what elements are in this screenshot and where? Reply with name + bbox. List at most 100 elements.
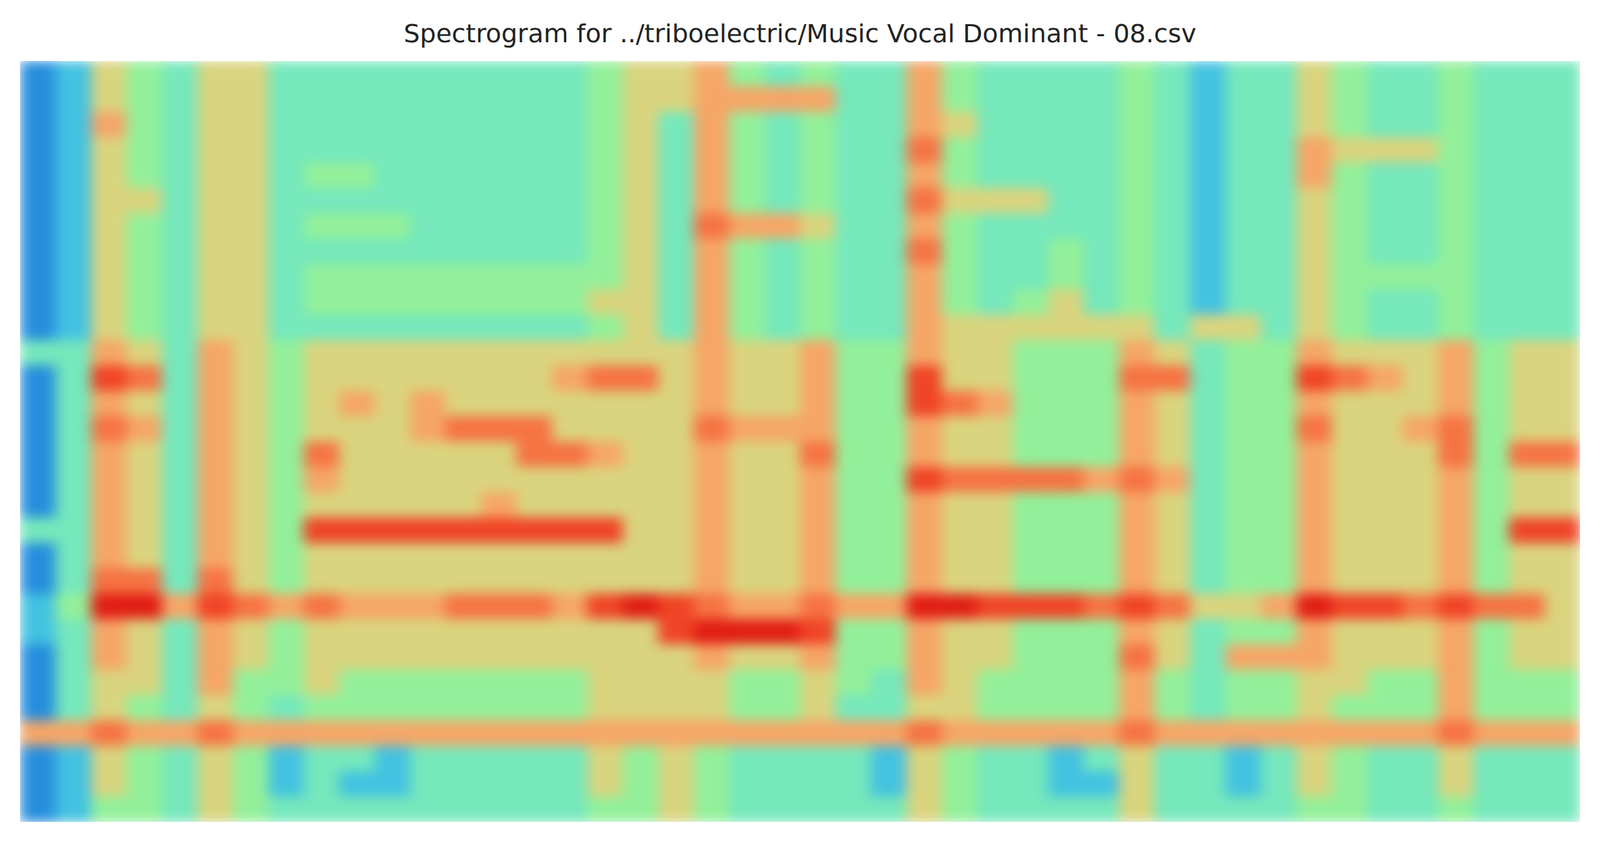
heatmap-cell [374, 390, 410, 416]
heatmap-cell [20, 86, 56, 113]
heatmap-cell [835, 619, 871, 645]
heatmap-cell [587, 86, 623, 113]
heatmap-cell [1190, 619, 1226, 645]
heatmap-cell [800, 568, 836, 594]
heatmap-cell [764, 263, 801, 290]
heatmap-cell [1508, 720, 1545, 746]
heatmap-cell [977, 542, 1013, 569]
heatmap-cell [161, 289, 198, 315]
heatmap-cell [693, 770, 730, 797]
heatmap-cell [1047, 415, 1084, 442]
heatmap-cell [516, 136, 553, 163]
heatmap-cell [516, 289, 553, 315]
heatmap-cell [409, 61, 446, 87]
heatmap-cell [800, 415, 836, 442]
heatmap-cell [552, 745, 588, 772]
heatmap-cell [1047, 745, 1084, 772]
heatmap-cell [1544, 796, 1580, 822]
heatmap-cell [1190, 136, 1226, 163]
heatmap-cell [126, 745, 163, 772]
heatmap-cell [800, 669, 836, 696]
heatmap-cell [1544, 365, 1580, 392]
heatmap-cell [1225, 238, 1262, 265]
heatmap-cell [197, 314, 233, 341]
heatmap-cell [1296, 517, 1332, 543]
heatmap-cell [1402, 770, 1439, 797]
heatmap-cell [481, 187, 517, 214]
heatmap-cell [1438, 112, 1474, 138]
heatmap-cell [1083, 61, 1119, 87]
heatmap-cell [693, 720, 730, 746]
heatmap-cell [800, 619, 836, 645]
heatmap-cell [1367, 796, 1403, 822]
heatmap-cell [1438, 441, 1474, 467]
heatmap-cell [658, 770, 694, 797]
heatmap-cell [1225, 365, 1262, 392]
heatmap-cell [1118, 415, 1155, 442]
heatmap-cell [516, 340, 553, 366]
heatmap-cell [339, 340, 376, 366]
heatmap-cell [445, 61, 482, 87]
heatmap-cell [1154, 289, 1191, 315]
heatmap-cell [587, 745, 623, 772]
heatmap-cell [339, 745, 376, 772]
heatmap-cell [126, 517, 163, 543]
heatmap-cell [1473, 745, 1509, 772]
heatmap-cell [587, 314, 623, 341]
heatmap-cell [374, 796, 410, 822]
heatmap-cell [1154, 365, 1191, 392]
heatmap-cell [1473, 568, 1509, 594]
heatmap-cell [1083, 365, 1119, 392]
heatmap-cell [1154, 314, 1191, 341]
heatmap-cell [445, 415, 482, 442]
heatmap-cell [1260, 644, 1297, 670]
heatmap-cell [20, 770, 56, 797]
heatmap-cell [977, 517, 1013, 543]
heatmap-cell [481, 213, 517, 239]
heatmap-cell [906, 542, 942, 569]
heatmap-cell [91, 187, 127, 214]
heatmap-cell [1473, 770, 1509, 797]
heatmap-cell [1225, 695, 1262, 721]
heatmap-cell [1438, 593, 1474, 620]
heatmap-cell [906, 517, 942, 543]
heatmap-cell [339, 644, 376, 670]
heatmap-cell [232, 517, 269, 543]
heatmap-cell [268, 238, 304, 265]
heatmap-cell [1402, 112, 1439, 138]
heatmap-cell [977, 136, 1013, 163]
heatmap-cell [1331, 745, 1368, 772]
heatmap-cell [161, 644, 198, 670]
heatmap-cell [1544, 187, 1580, 214]
heatmap-cell [409, 136, 446, 163]
heatmap-cell [1225, 593, 1262, 620]
heatmap-cell [835, 289, 871, 315]
heatmap-cell [1154, 441, 1191, 467]
heatmap-cell [729, 238, 765, 265]
heatmap-cell [1508, 542, 1545, 569]
heatmap-cell [1260, 720, 1297, 746]
heatmap-cell [658, 263, 694, 290]
heatmap-cell [1473, 415, 1509, 442]
heatmap-cell [1225, 112, 1262, 138]
heatmap-cell [1508, 340, 1545, 366]
heatmap-cell [232, 415, 269, 442]
heatmap-cell [445, 441, 482, 467]
heatmap-cell [1331, 365, 1368, 392]
heatmap-cell [1438, 745, 1474, 772]
heatmap-cell [91, 745, 127, 772]
heatmap-cell [552, 695, 588, 721]
heatmap-cell [445, 314, 482, 341]
heatmap-cell [1473, 796, 1509, 822]
heatmap-cell [1331, 593, 1368, 620]
heatmap-cell [977, 162, 1013, 188]
heatmap-cell [835, 238, 871, 265]
heatmap-cell [906, 441, 942, 467]
heatmap-cell [445, 770, 482, 797]
heatmap-cell [1544, 86, 1580, 113]
heatmap-cell [1296, 619, 1332, 645]
heatmap-cell [622, 86, 659, 113]
heatmap-cell [20, 187, 56, 214]
heatmap-cell [1083, 86, 1119, 113]
heatmap-cell [1118, 593, 1155, 620]
